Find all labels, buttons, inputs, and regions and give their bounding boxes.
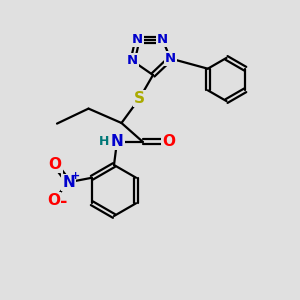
Text: S: S (134, 91, 145, 106)
Text: O: O (162, 134, 175, 149)
Text: H: H (99, 135, 109, 148)
Text: N: N (165, 52, 176, 65)
Text: N: N (132, 33, 143, 46)
Text: O: O (49, 157, 62, 172)
Text: N: N (111, 134, 123, 149)
Text: N: N (157, 33, 168, 46)
Text: O: O (47, 193, 60, 208)
Text: +: + (70, 171, 80, 181)
Text: N: N (62, 175, 75, 190)
Text: N: N (127, 54, 138, 68)
Text: -: - (60, 193, 68, 211)
